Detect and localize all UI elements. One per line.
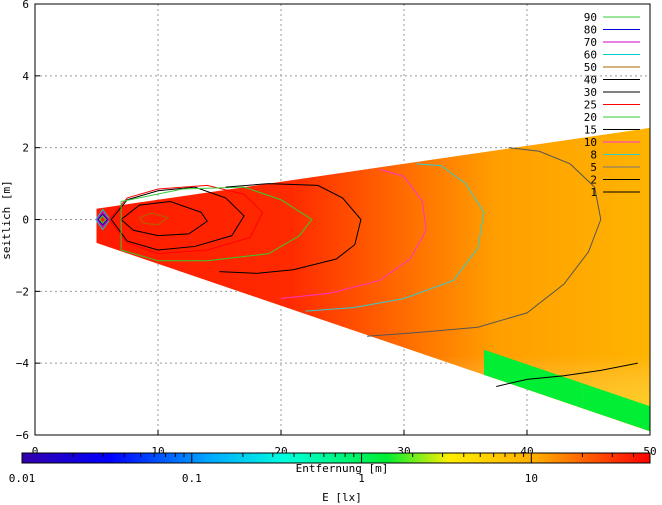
illuminated-field	[96, 127, 650, 432]
contour-30	[110, 186, 245, 251]
legend-label: 20	[584, 111, 597, 124]
contour-50	[138, 212, 169, 226]
legend-label: 40	[584, 74, 597, 87]
contour-40	[120, 201, 208, 237]
colorbar-label: E [lx]	[322, 491, 362, 504]
legend-label: 25	[584, 99, 597, 112]
green-band	[483, 349, 527, 390]
legend-label: 50	[584, 61, 597, 74]
contour-25	[108, 184, 264, 255]
colorbar-tick-label: 0.1	[182, 472, 202, 485]
y-tick-label: 0	[22, 214, 29, 227]
x-tick-label: 0	[32, 445, 39, 458]
contour-8	[305, 163, 485, 312]
contour-10	[280, 168, 427, 300]
colorbar-tick-label: 0.01	[9, 472, 36, 485]
legend-label: 1	[590, 186, 597, 199]
y-tick-label: 6	[22, 0, 29, 11]
y-tick-label: −2	[16, 285, 29, 298]
illuminance-fade	[96, 127, 650, 432]
legend-label: 70	[584, 36, 597, 49]
contour-20	[120, 186, 313, 262]
legend-label: 5	[590, 161, 597, 174]
y-tick-label: 2	[22, 142, 29, 155]
colorbar-tick-label: 10	[525, 472, 538, 485]
contour-90	[98, 215, 107, 224]
low-illuminance-bands	[483, 349, 650, 432]
y-axis-label: seitlich [m]	[0, 180, 13, 259]
legend-label: 2	[590, 174, 597, 187]
contour-80	[97, 213, 109, 226]
legend-label: 15	[584, 124, 597, 137]
colorbar: 0.01 0.1 1 10 Entfernung [m] E [lx]	[9, 452, 651, 504]
green-band	[582, 383, 650, 432]
y-tick-label: −6	[16, 429, 29, 442]
colorbar-ticks: 0.01 0.1 1 10	[9, 453, 651, 485]
y-tick-label: −4	[16, 357, 30, 370]
contour-2	[496, 362, 638, 387]
y-tick-label: 4	[22, 70, 29, 83]
legend-label: 30	[584, 86, 597, 99]
legend-label: 80	[584, 24, 597, 37]
colorbar-tick-label: 1	[358, 472, 365, 485]
y-axis-ticks: −6 −4 −2 0 2 4 6	[16, 0, 40, 442]
contour-15	[219, 183, 362, 274]
isolux-contours	[95, 147, 638, 387]
legend-label: 90	[584, 11, 597, 24]
legend-label: 8	[590, 149, 597, 162]
legend-label: 60	[584, 49, 597, 62]
contour-5	[367, 147, 602, 337]
x-axis-label: Entfernung [m]	[296, 462, 389, 475]
contour-60	[95, 208, 111, 231]
legend-label: 10	[584, 136, 597, 149]
green-band	[527, 364, 583, 409]
